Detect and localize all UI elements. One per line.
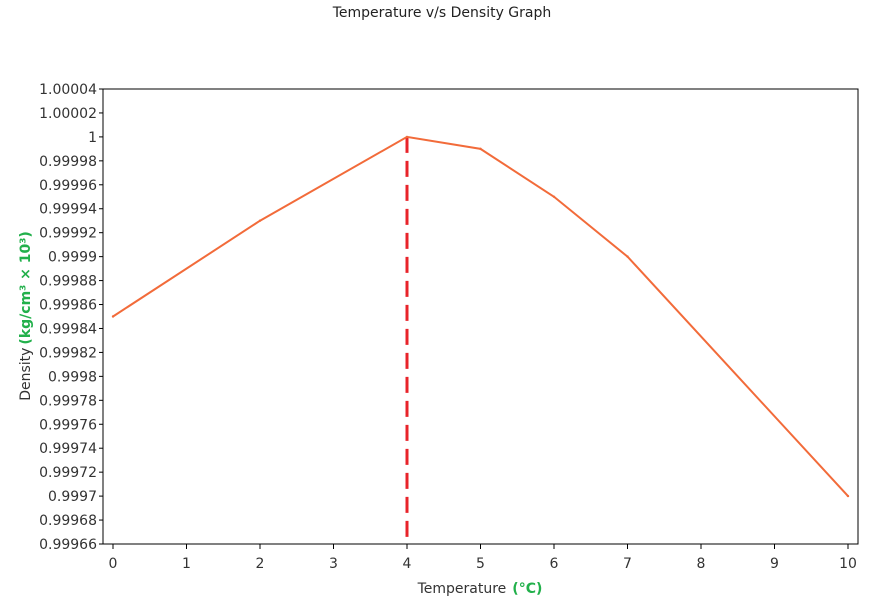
data-point bbox=[258, 219, 262, 222]
x-tick-label: 2 bbox=[256, 556, 265, 572]
y-tick-label: 0.99966 bbox=[39, 537, 97, 553]
density-series-line bbox=[112, 135, 849, 497]
x-axis-unit: (°C) bbox=[512, 581, 542, 597]
y-tick-label: 0.99986 bbox=[39, 298, 97, 314]
y-tick-label: 1.00002 bbox=[39, 106, 97, 122]
y-tick-label: 0.99978 bbox=[39, 393, 97, 409]
y-tick-label: 0.99988 bbox=[39, 274, 97, 290]
x-tick-label: 3 bbox=[329, 556, 338, 572]
y-tick-label: 1 bbox=[88, 130, 97, 146]
x-tick-label: 5 bbox=[476, 556, 485, 572]
x-axis-ticks: 0 1 2 3 4 5 6 7 8 9 10 bbox=[109, 544, 857, 572]
y-tick-label: 1.00004 bbox=[39, 82, 97, 98]
y-tick-label: 0.99998 bbox=[39, 154, 97, 170]
y-tick-label: 0.99994 bbox=[39, 202, 97, 218]
y-tick-label: 0.99984 bbox=[39, 321, 97, 337]
y-tick-label: 0.9999 bbox=[48, 250, 97, 266]
x-tick-label: 4 bbox=[403, 556, 412, 572]
x-tick-label: 10 bbox=[839, 556, 857, 572]
y-tick-label: 0.99992 bbox=[39, 226, 97, 242]
y-axis-label: Density (kg/cm³ × 10³) bbox=[18, 231, 34, 401]
y-tick-label: 0.99996 bbox=[39, 178, 97, 194]
y-axis-ticks: 0.99966 0.99968 0.9997 0.99972 0.99974 0.9997… bbox=[39, 82, 103, 553]
y-tick-label: 0.9997 bbox=[48, 489, 97, 505]
y-axis-unit: (kg/cm³ × 10³) bbox=[18, 231, 34, 344]
y-tick-label: 0.99976 bbox=[39, 417, 97, 433]
x-tick-label: 6 bbox=[550, 556, 559, 572]
y-tick-label: 0.99982 bbox=[39, 345, 97, 361]
data-point bbox=[111, 315, 115, 318]
data-point bbox=[552, 195, 556, 198]
x-tick-label: 1 bbox=[182, 556, 191, 572]
data-point bbox=[846, 494, 850, 498]
density-series-points bbox=[111, 135, 850, 498]
x-tick-label: 8 bbox=[697, 556, 706, 572]
data-point bbox=[405, 135, 409, 139]
x-tick-label: 9 bbox=[770, 556, 779, 572]
chart-title: Temperature v/s Density Graph bbox=[332, 5, 552, 21]
plot-area bbox=[102, 88, 859, 545]
y-axis-label-text: Density bbox=[18, 348, 34, 401]
data-point bbox=[479, 147, 482, 151]
x-axis-label-text: Temperature bbox=[417, 581, 507, 597]
x-tick-label: 0 bbox=[109, 556, 118, 572]
x-tick-label: 7 bbox=[623, 556, 632, 572]
y-tick-label: 0.9998 bbox=[48, 369, 97, 385]
y-tick-label: 0.99972 bbox=[39, 465, 97, 481]
data-point bbox=[626, 255, 629, 258]
y-tick-label: 0.99968 bbox=[39, 513, 97, 529]
y-tick-label: 0.99974 bbox=[39, 441, 97, 457]
x-axis-label: Temperature (°C) bbox=[417, 581, 543, 597]
